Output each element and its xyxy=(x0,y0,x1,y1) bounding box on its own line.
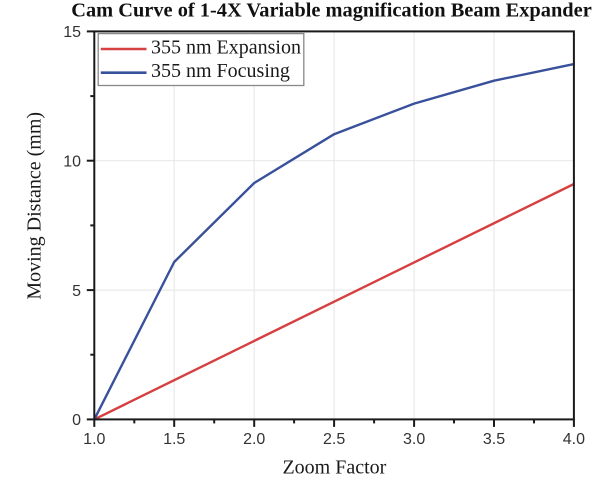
svg-text:4.0: 4.0 xyxy=(563,431,585,448)
svg-text:3.5: 3.5 xyxy=(483,431,505,448)
svg-text:2.0: 2.0 xyxy=(243,431,265,448)
svg-text:15: 15 xyxy=(63,24,81,41)
svg-text:355 nm Focusing: 355 nm Focusing xyxy=(151,60,290,82)
svg-text:3.0: 3.0 xyxy=(403,431,425,448)
svg-text:5: 5 xyxy=(72,283,81,300)
svg-text:2.5: 2.5 xyxy=(323,431,345,448)
svg-text:10: 10 xyxy=(63,154,81,171)
svg-text:1.0: 1.0 xyxy=(83,431,105,448)
svg-text:Cam Curve of 1-4X Variable mag: Cam Curve of 1-4X Variable magnification… xyxy=(71,0,592,22)
svg-text:355 nm Expansion: 355 nm Expansion xyxy=(151,37,301,59)
svg-text:0: 0 xyxy=(72,412,81,429)
svg-text:Zoom Factor: Zoom Factor xyxy=(282,457,386,478)
svg-text:1.5: 1.5 xyxy=(163,431,185,448)
svg-text:Moving Distance (mm): Moving Distance (mm) xyxy=(24,112,46,300)
